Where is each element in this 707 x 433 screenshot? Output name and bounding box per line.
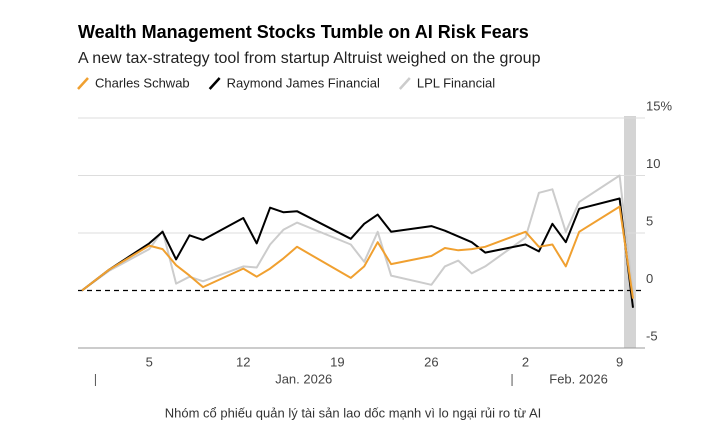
- chart-subtitle: A new tax-strategy tool from startup Alt…: [78, 50, 541, 67]
- series-line: [81, 174, 634, 295]
- x-tick-label: 19: [330, 354, 344, 369]
- series-line: [81, 197, 634, 308]
- legend-swatch: [77, 77, 89, 90]
- legend-swatch: [208, 77, 221, 90]
- month-label: Feb. 2026: [549, 371, 608, 386]
- x-tick-label: 26: [424, 354, 438, 369]
- legend-label: Charles Schwab: [95, 75, 190, 90]
- x-tick-label: 12: [236, 354, 250, 369]
- y-tick-label: 10: [646, 156, 660, 171]
- caption: Nhóm cổ phiếu quản lý tài sản lao dốc mạ…: [165, 405, 542, 420]
- x-tick-label: 5: [146, 354, 153, 369]
- legend-swatch: [398, 77, 411, 90]
- series-line: [81, 205, 634, 299]
- x-tick-label: 9: [616, 354, 623, 369]
- x-tick-label: 2: [522, 354, 529, 369]
- y-tick-label: 15%: [646, 98, 672, 113]
- y-tick-label: 0: [646, 271, 653, 286]
- legend-label: LPL Financial: [417, 75, 495, 90]
- month-label: Jan. 2026: [275, 371, 332, 386]
- y-tick-label: -5: [646, 328, 658, 343]
- chart-title: Wealth Management Stocks Tumble on AI Ri…: [78, 22, 529, 42]
- legend-label: Raymond James Financial: [227, 75, 380, 90]
- y-tick-label: 5: [646, 213, 653, 228]
